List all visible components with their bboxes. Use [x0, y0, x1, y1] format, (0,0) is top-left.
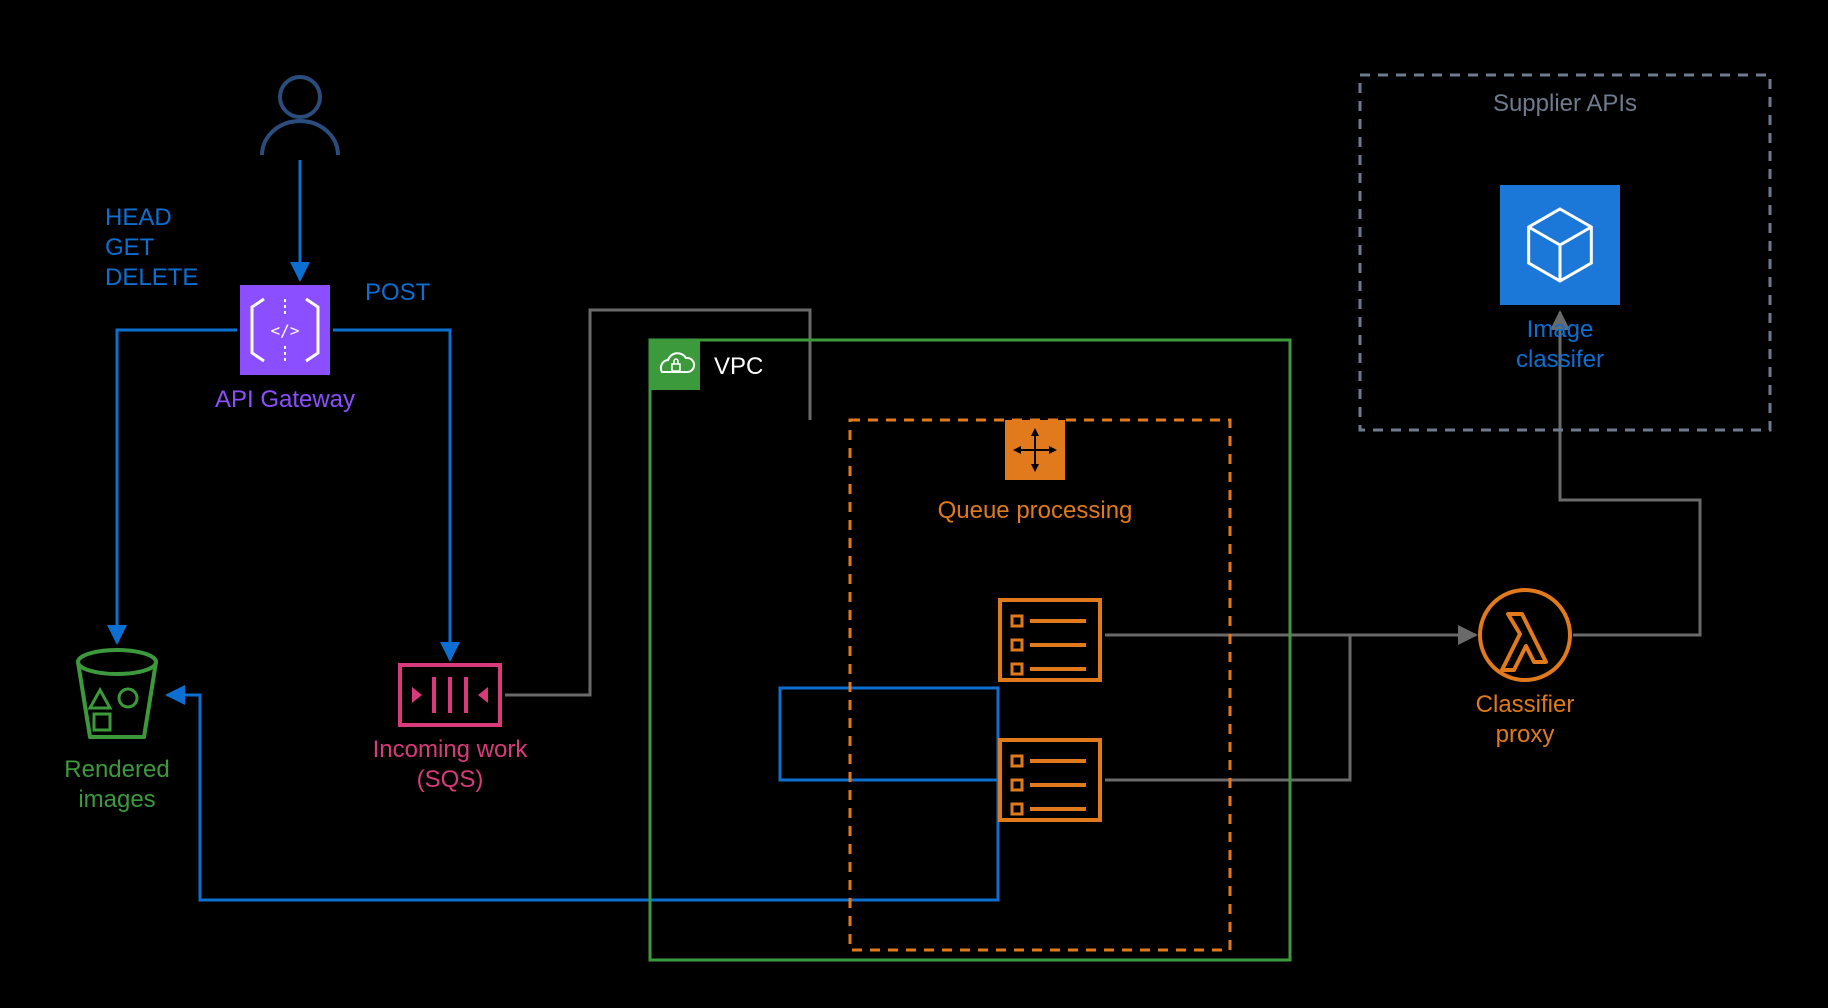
- edge-tasks_to_s3_blue: [167, 688, 998, 900]
- s3-label-1: Rendered: [64, 756, 169, 783]
- s3-label-2: images: [78, 786, 155, 813]
- vpc-label: VPC: [714, 353, 763, 380]
- asg-container: Queue processing: [850, 420, 1230, 950]
- sqs-node: Incoming work (SQS): [373, 665, 529, 793]
- supplier-apis-label: Supplier APIs: [1493, 90, 1637, 117]
- edge-api_to_s3: [117, 330, 237, 643]
- edge-api_to_sqs: [333, 330, 450, 660]
- svg-text:GET: GET: [105, 234, 155, 261]
- vpc-container: VPC: [650, 340, 1290, 960]
- http-methods-left-label: HEAD GET DELETE: [105, 204, 198, 291]
- svg-text:HEAD: HEAD: [105, 204, 172, 231]
- queue-processing-label: Queue processing: [938, 497, 1133, 524]
- ecs-task-1-icon: [1000, 600, 1100, 680]
- classifier-label-1: Image: [1527, 316, 1594, 343]
- sqs-label-2: (SQS): [417, 766, 484, 793]
- api-gateway-label: API Gateway: [215, 386, 355, 413]
- sqs-label-1: Incoming work: [373, 736, 529, 763]
- ecs-task-2-icon: [1000, 740, 1100, 820]
- user-icon: [262, 77, 338, 155]
- classifier-label-2: classifer: [1516, 346, 1604, 373]
- post-label: POST: [365, 279, 431, 306]
- svg-text:</>: </>: [271, 321, 300, 340]
- s3-node: Rendered images: [64, 650, 169, 813]
- edge-task2_to_lambda: [1105, 635, 1350, 780]
- lambda-node: Classifier proxy: [1476, 590, 1575, 748]
- lambda-label-2: proxy: [1496, 721, 1555, 748]
- lambda-label-1: Classifier: [1476, 691, 1575, 718]
- api-gateway-node: </> API Gateway: [215, 285, 355, 413]
- svg-text:DELETE: DELETE: [105, 264, 198, 291]
